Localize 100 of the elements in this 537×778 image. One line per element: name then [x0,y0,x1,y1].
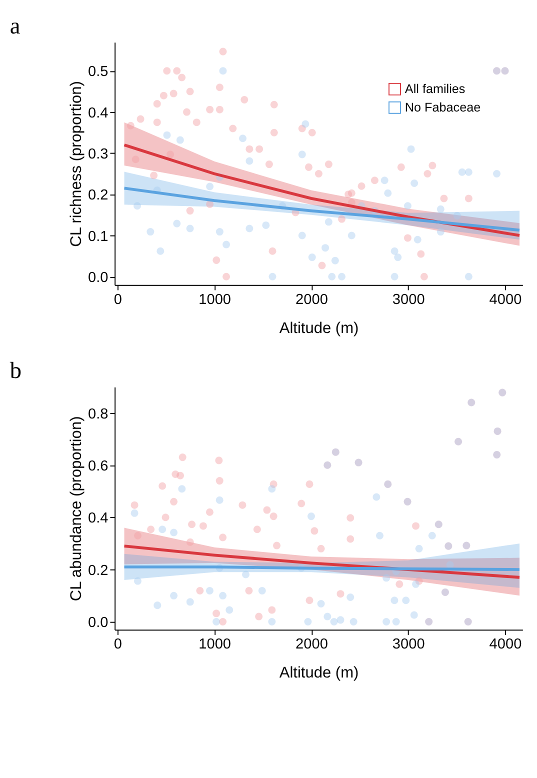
point [188,520,196,528]
point [336,590,344,598]
x-axis-title: Altitude (m) [279,320,359,337]
point [424,170,432,178]
point [212,610,220,618]
point [304,163,312,171]
point [436,228,444,236]
point [380,176,388,184]
point [154,602,162,610]
point [130,509,138,517]
point [402,596,410,604]
point [245,586,253,594]
point [186,88,194,96]
point [158,526,166,534]
point [219,592,227,600]
point [298,500,306,508]
point [318,262,326,270]
point [428,532,436,540]
legend-label: No Fabaceae [404,100,481,115]
point [328,272,336,280]
x-tick-label: 3000 [392,636,425,653]
point [246,224,254,232]
y-tick-label: 0.0 [88,615,108,632]
point [212,256,220,264]
point [394,254,402,262]
point [390,272,398,280]
x-tick-label: 3000 [392,292,425,308]
point [404,202,412,210]
legend-label: All families [404,82,466,96]
point [186,598,194,606]
point [176,136,184,144]
point [308,128,316,136]
point [338,215,346,223]
point [162,514,170,522]
point [390,247,398,255]
point [410,179,418,187]
point [412,522,420,530]
point [390,596,398,604]
point [317,600,325,608]
point [268,485,276,493]
y-tick-label: 0.2 [88,188,108,204]
point [170,90,178,98]
point [216,228,224,236]
point [238,501,246,509]
point [130,501,138,509]
point [147,526,155,534]
x-tick-label: 0 [114,636,122,653]
point [308,254,316,262]
point [268,247,276,255]
point [336,616,344,624]
point [420,272,428,280]
point [397,163,405,171]
point [133,202,142,210]
point [453,212,461,220]
point [216,106,224,114]
y-tick-label: 0.3 [88,146,108,163]
point [272,542,281,550]
point [206,200,214,208]
point [493,170,501,178]
point [134,532,142,540]
point [376,532,384,540]
point [242,570,250,578]
point [219,534,227,542]
point [240,96,248,104]
y-tick-label: 0.0 [88,270,108,286]
y-tick-label: 0.5 [88,64,108,80]
point [464,168,472,176]
point [382,618,390,626]
point [226,606,234,614]
y-axis-title: CL abundance (proportion) [68,416,86,602]
point [307,512,316,520]
y-tick-label: 0.2 [88,562,108,579]
point [263,506,271,514]
point [163,67,171,75]
point [458,168,466,176]
point [153,118,161,126]
point [153,100,161,108]
point [417,250,425,258]
point [348,232,356,240]
point [178,74,186,82]
point [415,544,423,552]
point [206,586,214,594]
point [173,67,181,75]
point [346,514,354,522]
point [170,498,178,506]
point [146,228,154,236]
point [256,145,264,153]
point [178,454,186,462]
point [206,182,214,190]
point [268,618,276,626]
chart-title: a [10,13,21,40]
point [158,482,166,490]
point [216,84,224,92]
y-tick-label: 0.8 [88,406,108,422]
point [186,538,194,546]
point [298,232,306,240]
point [407,145,415,153]
point [246,145,254,153]
point [440,194,448,202]
point [255,612,263,620]
